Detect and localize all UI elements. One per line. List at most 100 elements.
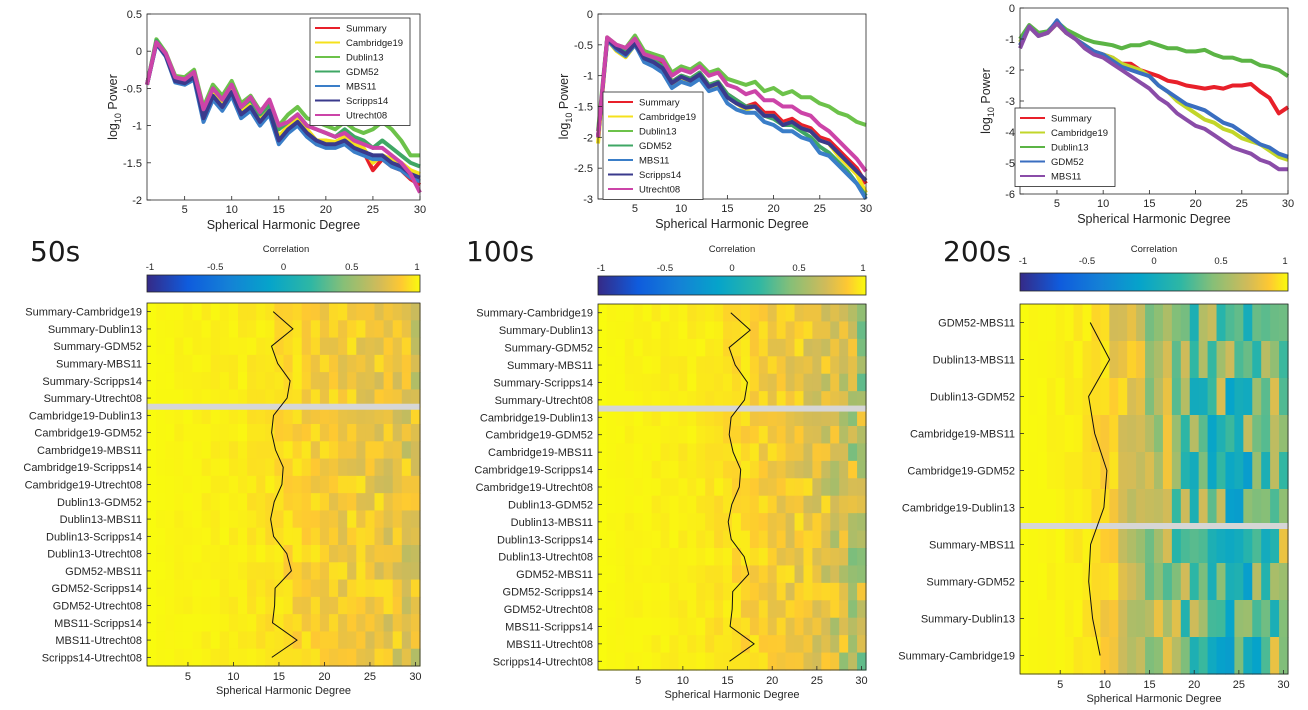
heatmap-cell	[238, 527, 248, 546]
heatmap-cell	[633, 600, 644, 619]
heatmap-cell	[812, 530, 822, 549]
x-tick-label: 5	[1057, 679, 1063, 691]
heatmap-cell	[660, 478, 671, 497]
heatmap-cell	[669, 373, 679, 392]
heatmap-cell	[1145, 378, 1155, 416]
heatmap-cell	[310, 545, 321, 563]
heatmap-cell	[821, 582, 831, 601]
heatmap-cell	[1145, 637, 1155, 675]
heatmap-cell	[732, 304, 742, 323]
heatmap-cell	[174, 631, 184, 650]
separator-bar	[147, 403, 420, 410]
heatmap-cell	[219, 631, 230, 650]
heatmap-cell	[374, 303, 385, 321]
heatmap-cell	[228, 389, 239, 408]
heatmap-cell	[210, 579, 221, 598]
heatmap-cell	[247, 493, 257, 512]
heatmap-cell	[1243, 341, 1253, 379]
heatmap-cell	[839, 530, 849, 549]
heatmap-cell	[338, 579, 348, 598]
heatmap-cell	[210, 614, 221, 633]
heatmap-cell	[274, 320, 285, 339]
heatmap-cell	[292, 510, 303, 529]
heatmap-cell	[219, 614, 230, 633]
heatmap-cell	[401, 320, 412, 339]
heatmap-cell	[329, 648, 339, 667]
heatmap-cell	[803, 530, 813, 549]
heatmap-cell	[165, 424, 175, 442]
heatmap-cell	[347, 596, 357, 615]
heatmap-cell	[1118, 637, 1128, 675]
heatmap-cell	[1100, 452, 1110, 490]
x-tick-label: 5	[635, 675, 641, 687]
heatmap-cell	[598, 304, 608, 323]
heatmap-cell	[383, 354, 394, 373]
heatmap-cell	[156, 337, 166, 356]
heatmap-cell	[857, 321, 867, 340]
x-tick-label: 10	[1097, 198, 1109, 210]
heatmap-h200: 200s Correlation-1 -0.5 0 0.5 1GDM52-MBS11Dub…	[898, 235, 1289, 705]
heatmap-cell	[794, 565, 805, 584]
row-label: Dublin13-Scripps14	[497, 534, 593, 546]
separator-bar	[1020, 523, 1288, 529]
heatmap-cell	[749, 530, 760, 549]
heatmap-cell	[732, 548, 742, 567]
heatmap-cell	[714, 338, 724, 357]
heatmap-cell	[383, 424, 394, 442]
heatmap-cell	[624, 513, 635, 532]
heatmap-cell	[633, 617, 644, 636]
heatmap-cell	[392, 424, 403, 442]
heatmap-cell	[1064, 304, 1075, 342]
heatmap-cell	[821, 321, 831, 340]
heatmap-cell	[1189, 304, 1200, 342]
heatmap-cell	[1064, 415, 1075, 453]
heatmap-cell	[1270, 526, 1280, 564]
heatmap-cell	[356, 527, 366, 546]
row-label: Summary-Utrecht08	[44, 393, 142, 405]
heatmap-cell	[283, 648, 294, 667]
heatmap-cell	[1046, 489, 1057, 527]
heatmap-cell	[165, 406, 175, 425]
heatmap-cell	[1136, 526, 1146, 564]
heatmap-cell	[767, 495, 778, 514]
heatmap-cell	[201, 354, 212, 373]
heatmap-cell	[732, 443, 742, 462]
heatmap-cell	[292, 527, 303, 546]
heatmap-cell	[821, 443, 831, 462]
heatmap-cell	[606, 530, 617, 549]
heatmap-cell	[803, 373, 813, 392]
period-label: 200s	[943, 235, 1011, 268]
heatmap-cell	[165, 441, 175, 460]
heatmap-cell	[210, 596, 221, 615]
heatmap-cell	[740, 304, 751, 323]
heatmap-cell	[392, 458, 403, 477]
heatmap-cell	[165, 458, 175, 477]
heatmap-cell	[812, 321, 822, 340]
heatmap-cell	[1127, 600, 1137, 638]
heatmap-cell	[1064, 378, 1075, 416]
heatmap-cell	[1261, 341, 1271, 379]
row-label: Dublin13-MBS11	[511, 517, 593, 529]
heatmap-cell	[839, 338, 849, 357]
heatmap-cell	[1180, 304, 1191, 342]
heatmap-cell	[1145, 304, 1155, 342]
x-tick-label: 30	[414, 204, 426, 216]
heatmap-cell	[633, 565, 644, 584]
heatmap-cell	[192, 493, 203, 512]
heatmap-cell	[392, 493, 403, 512]
legend-entry: Cambridge19	[346, 38, 403, 49]
heatmap-cell	[356, 631, 366, 650]
heatmap-cell	[740, 530, 751, 549]
heatmap-cell	[758, 391, 769, 410]
heatmap-cell	[830, 304, 840, 323]
heatmap-cell	[687, 408, 697, 427]
heatmap-cell	[192, 406, 203, 425]
heatmap-cell	[247, 441, 257, 460]
heatmap-cell	[174, 303, 184, 321]
heatmap-cell	[165, 337, 175, 356]
heatmap-cell	[651, 304, 662, 323]
heatmap-cell	[256, 406, 266, 425]
heatmap-cell	[183, 510, 194, 529]
legend-entry: GDM52	[1051, 157, 1084, 168]
heatmap-cell	[401, 510, 412, 529]
